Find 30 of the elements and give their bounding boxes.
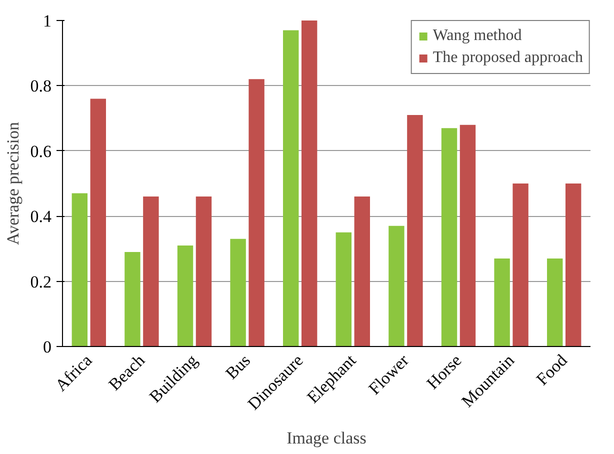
bar: [283, 30, 299, 346]
bar: [512, 184, 528, 346]
bar: [494, 258, 510, 346]
bar: [388, 226, 404, 346]
legend-label: The proposed approach: [432, 49, 583, 67]
bar: [196, 196, 212, 346]
y-axis-title: Average precision: [3, 122, 22, 245]
bar: [547, 258, 563, 346]
bar: [248, 79, 264, 346]
y-tick-label: 0.8: [30, 76, 52, 96]
bar: [460, 124, 476, 346]
bar: [90, 98, 106, 346]
bar: [336, 232, 352, 346]
bar: [230, 238, 246, 346]
legend-label: Wang method: [432, 27, 522, 45]
y-tick-label: 0: [43, 338, 52, 356]
bar: [441, 128, 458, 346]
y-tick-label: 0.6: [30, 142, 52, 161]
y-tick-label: 0.4: [30, 207, 52, 226]
bar: [301, 20, 318, 346]
x-axis-title: Image class: [286, 428, 366, 448]
bar: [72, 193, 88, 346]
y-tick-label: 1: [43, 12, 52, 30]
bar: [407, 115, 423, 346]
bar: [565, 184, 582, 346]
bar: [143, 196, 159, 346]
bar: [124, 252, 140, 346]
bar: [177, 245, 194, 346]
bar: [354, 196, 370, 346]
y-tick-label: 0.2: [30, 272, 52, 292]
